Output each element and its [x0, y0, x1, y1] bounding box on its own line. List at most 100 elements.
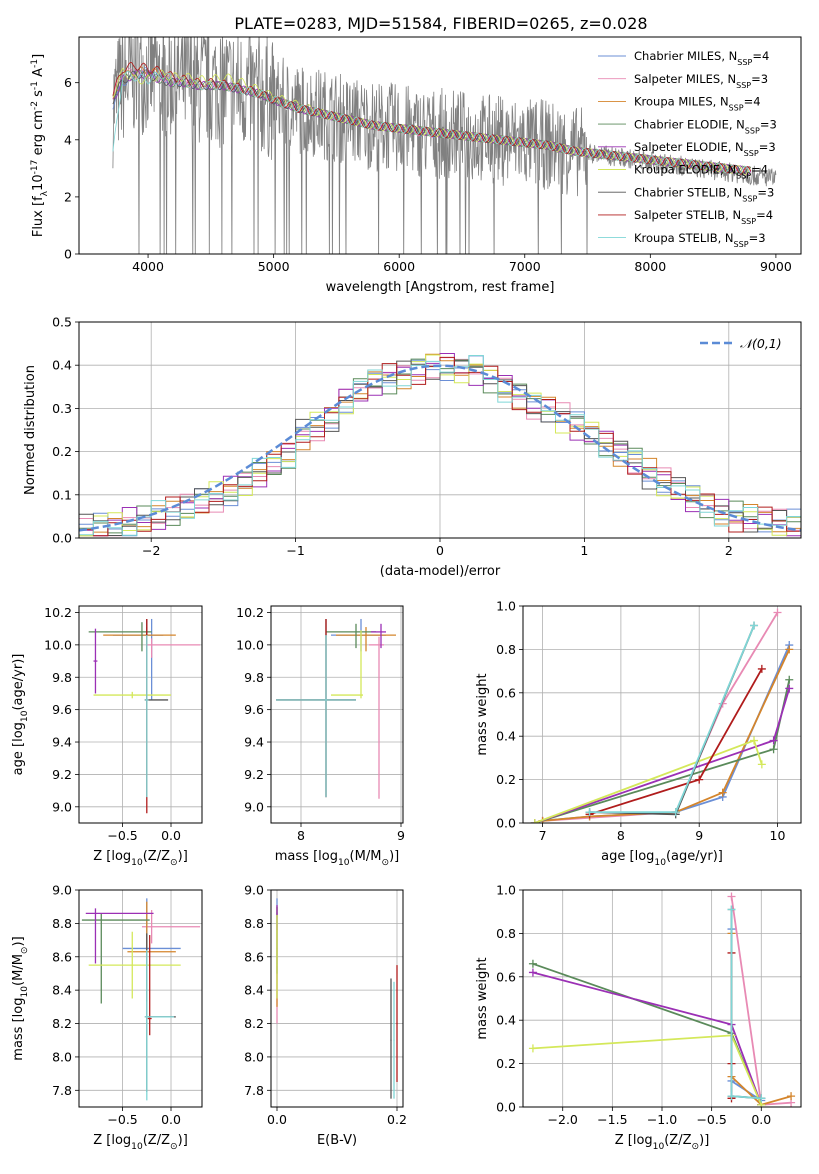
axes-frame: [270, 889, 404, 1108]
y-tick-label: 7.8: [244, 1083, 264, 1098]
weight-marker: [727, 892, 736, 901]
axes-age-vs-Z: −0.5 0.0 9.0 9.2 9.4 9.6 9.8 10.0 10.2 Z [log10(Z…: [11, 605, 203, 868]
weight-marker: [727, 1092, 736, 1101]
y-axis-label: age [log10(age/yr)]: [11, 654, 30, 776]
x-tick-label: 4000: [132, 259, 164, 274]
y-tick-label: 0.2: [496, 1056, 516, 1071]
x-tick-label: 0.0: [161, 828, 181, 843]
y-tick-label: 8.6: [52, 949, 72, 964]
residual-histogram: [79, 360, 801, 536]
weight-marker: [785, 675, 794, 684]
axes-frame: [522, 605, 802, 824]
weight-line: [589, 625, 755, 813]
weight-marker: [787, 1092, 796, 1101]
y-tick-label: 6: [64, 75, 72, 90]
x-tick-label: −2: [142, 543, 160, 558]
axes-mass-weight-vs-Z: −2.0 −1.5 −1.0 −0.5 0.0 0.0 0.2 0.4 0.6 0.8 1.0 Z […: [475, 883, 802, 1152]
y-tick-label: 0.6: [496, 969, 516, 984]
weight-marker: [718, 788, 727, 797]
x-axis-label: Z [log10(Z/Z⊙)]: [93, 1133, 188, 1152]
weight-line: [589, 625, 755, 816]
x-tick-label: 7000: [509, 259, 541, 274]
y-tick-label: 9.4: [244, 735, 264, 750]
y-tick-label: 0.2: [496, 772, 516, 787]
y-tick-label: 0.4: [496, 1013, 516, 1028]
weight-line: [532, 1034, 763, 1106]
y-tick-label: 10.0: [44, 637, 72, 652]
weight-marker: [757, 760, 766, 769]
plot-area: [79, 890, 202, 1107]
legend-entry: Kroupa MILES, NSSP=4: [634, 95, 761, 113]
x-tick-label: 8: [617, 828, 625, 843]
spectrum-legend: Chabrier MILES, NSSP=4 Salpeter MILES, NS…: [598, 49, 777, 248]
weight-line: [534, 679, 791, 823]
y-tick-label: 8.0: [244, 1049, 264, 1064]
x-tick-label: 10: [770, 828, 786, 843]
x-tick-label: 0.2: [387, 1112, 407, 1127]
y-tick-label: 8.8: [52, 916, 72, 931]
y-tick-label: 8.4: [244, 983, 264, 998]
plot-area: [79, 606, 202, 823]
y-tick-label: 9.4: [52, 735, 72, 750]
weight-marker: [528, 968, 537, 977]
y-axis-label: mass [log10(M/M⊙)]: [11, 936, 30, 1060]
y-tick-label: 0: [64, 247, 72, 262]
plot-area: [523, 606, 801, 823]
weight-marker: [585, 808, 594, 817]
x-tick-label: 2: [725, 543, 733, 558]
y-tick-label: 8.2: [244, 1016, 264, 1031]
x-tick-label: 9: [397, 828, 405, 843]
axes-frame: [270, 605, 404, 824]
weight-marker: [769, 745, 778, 754]
x-tick-label: 0: [436, 543, 444, 558]
x-tick-label: 7: [539, 828, 547, 843]
x-axis-label: (data-model)/error: [380, 564, 501, 579]
y-tick-label: 9.0: [244, 883, 264, 898]
y-tick-label: 9.8: [52, 670, 72, 685]
axes-mass-weight-vs-age: 7 8 9 10 0.0 0.2 0.4 0.6 0.8 1.0 age [log10(age/yr…: [475, 599, 802, 868]
y-tick-label: 8.2: [52, 1016, 72, 1031]
y-tick-label: 0.8: [496, 926, 516, 941]
y-tick-label: 9.0: [52, 883, 72, 898]
y-tick-label: 0.0: [496, 816, 516, 831]
axes-residuals: −2 −1 0 1 2 0.0 0.1 0.2 0.3 0.4 0.5 (data-model)/er…: [23, 315, 802, 579]
legend-entry: Chabrier MILES, NSSP=4: [634, 49, 769, 66]
legend-entry: Salpeter ELODIE, NSSP=3: [634, 140, 776, 158]
y-tick-label: 9.2: [244, 767, 264, 782]
plot-area: [271, 606, 403, 823]
y-tick-label: 0.0: [52, 531, 72, 546]
legend-entry: Salpeter STELIB, NSSP=4: [634, 208, 773, 226]
x-tick-label: 0.0: [751, 1112, 771, 1127]
plot-area: [112, 37, 777, 254]
y-tick-label: 8.6: [244, 949, 264, 964]
legend-entry: Salpeter MILES, NSSP=3: [634, 72, 768, 90]
weight-marker: [695, 775, 704, 784]
y-tick-label: 2: [64, 189, 72, 204]
y-axis-label: mass weight: [475, 957, 490, 1039]
x-tick-label: −0.5: [696, 1112, 726, 1127]
axes-frame: [78, 889, 203, 1108]
x-tick-label: −0.5: [107, 1112, 137, 1127]
axes-age-vs-mass: 8 9 9.0 9.2 9.4 9.6 9.8 10.0 10.2 mass [log10(M/M…: [236, 605, 405, 868]
weight-marker: [757, 664, 766, 673]
weight-marker: [671, 808, 680, 817]
legend-entry: Chabrier ELODIE, NSSP=3: [634, 117, 777, 135]
x-tick-label: 6000: [383, 259, 415, 274]
weight-line: [532, 962, 763, 1106]
weight-marker: [750, 621, 759, 630]
y-tick-label: 0.1: [52, 487, 72, 502]
weight-marker: [530, 819, 539, 823]
y-tick-label: 0.8: [496, 642, 516, 657]
axes-frame: [78, 605, 203, 824]
y-tick-label: 9.0: [244, 799, 264, 814]
x-tick-label: −2.0: [548, 1112, 578, 1127]
y-tick-label: 8.0: [52, 1049, 72, 1064]
weight-line: [542, 612, 779, 822]
y-tick-label: 0.6: [496, 685, 516, 700]
y-tick-label: 9.2: [52, 767, 72, 782]
axes-mass-vs-EBV: 0.0 0.2 7.8 8.0 8.2 8.4 8.6 8.8 9.0 E(B-V): [244, 883, 407, 1149]
x-tick-label: 9000: [760, 259, 792, 274]
weight-line: [542, 649, 791, 822]
y-tick-label: 7.8: [52, 1083, 72, 1098]
